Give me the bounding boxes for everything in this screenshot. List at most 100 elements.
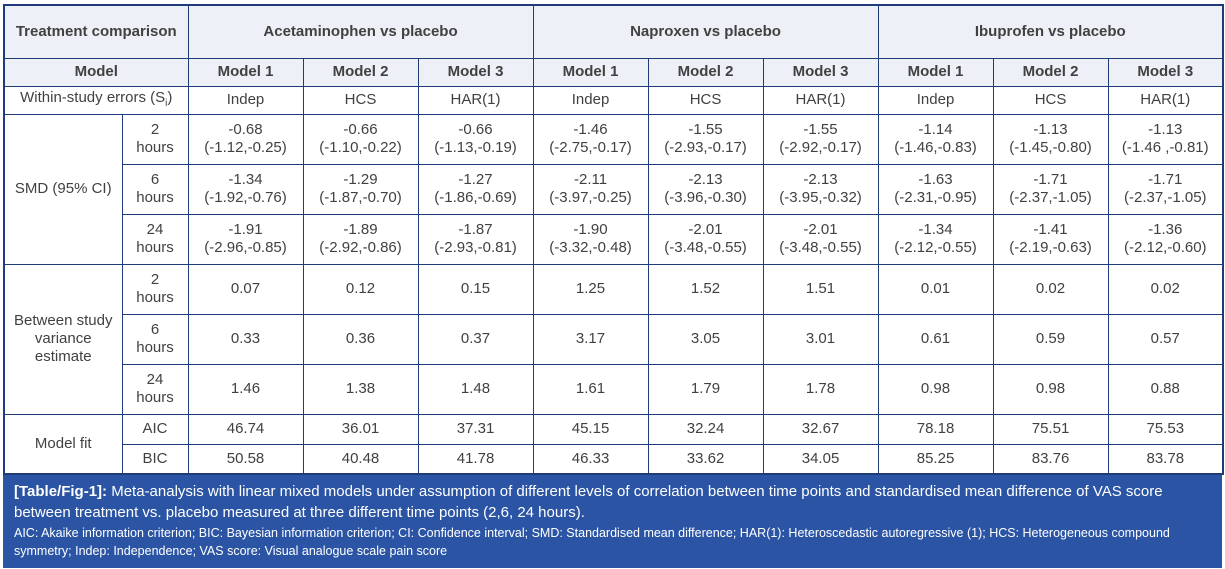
- caption-tag: [Table/Fig-1]:: [14, 483, 108, 500]
- group-header-acetaminophen: Acetaminophen vs placebo: [187, 4, 534, 59]
- model-header: Model 2: [647, 57, 764, 87]
- time-num: 2: [150, 270, 160, 288]
- smd-row-2h: SMD (95% CI) 2 hours -0.68 (-1.12,-0.25) -…: [3, 113, 1224, 265]
- fit-cell: 37.31: [417, 413, 534, 445]
- variance-cell: 0.98: [992, 363, 1109, 415]
- smd-cell: -1.89 (-2.92,-0.86): [302, 213, 419, 265]
- between-study-section-label: Between study variance estimate: [3, 263, 123, 415]
- caption-main: [Table/Fig-1]: Meta-analysis with linear…: [14, 482, 1211, 523]
- smd-cell: -1.91 (-2.96,-0.85): [187, 213, 304, 265]
- smd-estimate: -0.66: [343, 120, 378, 138]
- fit-cell: 32.24: [647, 413, 764, 445]
- model-header: Model 2: [992, 57, 1109, 87]
- error-structure-cell: Indep: [877, 85, 994, 115]
- variance-cell: 0.02: [1107, 263, 1224, 315]
- smd-ci: (-3.32,-0.48): [549, 239, 632, 256]
- smd-cell: -1.36 (-2.12,-0.60): [1107, 213, 1224, 265]
- variance-cell: 3.17: [532, 313, 649, 365]
- smd-cell: -0.66 (-1.13,-0.19): [417, 113, 534, 165]
- smd-cell: -2.11 (-3.97,-0.25): [532, 163, 649, 215]
- variance-row-6h: 6 hours 0.33 0.36 0.37 3.17 3.05 3.01 0.6…: [4, 313, 1224, 365]
- meta-analysis-table: Treatment comparison Acetaminophen vs pl…: [3, 4, 1225, 475]
- fit-cell: 46.33: [532, 443, 649, 475]
- model-header: Model 1: [187, 57, 304, 87]
- smd-ci: (-1.13,-0.19): [434, 139, 517, 156]
- time-label-cell: 2 hours: [121, 113, 189, 165]
- variance-cell: 1.48: [417, 363, 534, 415]
- smd-estimate: -0.68: [228, 120, 263, 138]
- time-num: 6: [150, 170, 160, 188]
- smd-cell: -2.01 (-3.48,-0.55): [762, 213, 879, 265]
- variance-row-2h: Between study variance estimate 2 hours 0…: [3, 263, 1224, 415]
- smd-ci: (-1.86,-0.69): [434, 189, 517, 206]
- time-unit: hours: [136, 239, 174, 256]
- variance-cell: 0.15: [417, 263, 534, 315]
- model-fit-row-bic: BIC 50.58 40.48 41.78 46.33 33.62 34.05 …: [4, 443, 1224, 475]
- smd-ci: (-2.93,-0.81): [434, 239, 517, 256]
- variance-cell: 0.59: [992, 313, 1109, 365]
- smd-estimate: -1.89: [343, 220, 378, 238]
- group-header-row: Treatment comparison Acetaminophen vs pl…: [3, 4, 1224, 59]
- smd-ci: (-1.12,-0.25): [204, 139, 287, 156]
- error-structure-cell: HCS: [647, 85, 764, 115]
- smd-cell: -1.14 (-1.46,-0.83): [877, 113, 994, 165]
- smd-estimate: -1.63: [918, 170, 953, 188]
- model-header: Model 1: [532, 57, 649, 87]
- variance-cell: 1.46: [187, 363, 304, 415]
- variance-cell: 1.38: [302, 363, 419, 415]
- smd-cell: -1.90 (-3.32,-0.48): [532, 213, 649, 265]
- smd-cell: -1.71 (-2.37,-1.05): [1107, 163, 1224, 215]
- variance-cell: 1.61: [532, 363, 649, 415]
- smd-section-label: SMD (95% CI): [3, 113, 123, 265]
- variance-cell: 0.61: [877, 313, 994, 365]
- smd-estimate: -1.13: [1148, 120, 1183, 138]
- caption-text: Meta-analysis with linear mixed models u…: [14, 483, 1163, 521]
- smd-cell: -1.29 (-1.87,-0.70): [302, 163, 419, 215]
- group-header-ibuprofen: Ibuprofen vs placebo: [877, 4, 1224, 59]
- smd-cell: -1.13 (-1.45,-0.80): [992, 113, 1109, 165]
- smd-cell: -1.55 (-2.92,-0.17): [762, 113, 879, 165]
- smd-estimate: -2.01: [803, 220, 838, 238]
- smd-ci: (-3.95,-0.32): [779, 189, 862, 206]
- variance-cell: 0.33: [187, 313, 304, 365]
- within-label-suffix: ): [167, 89, 173, 107]
- smd-cell: -1.13 (-1.46 ,-0.81): [1107, 113, 1224, 165]
- error-structure-cell: HCS: [992, 85, 1109, 115]
- variance-cell: 0.98: [877, 363, 994, 415]
- smd-estimate: -1.71: [1033, 170, 1068, 188]
- smd-cell: -1.41 (-2.19,-0.63): [992, 213, 1109, 265]
- smd-cell: -2.13 (-3.96,-0.30): [647, 163, 764, 215]
- smd-ci: (-2.92,-0.17): [779, 139, 862, 156]
- variance-cell: 1.52: [647, 263, 764, 315]
- smd-cell: -1.71 (-2.37,-1.05): [992, 163, 1109, 215]
- time-label-cell: 24 hours: [121, 213, 189, 265]
- error-structure-cell: HCS: [302, 85, 419, 115]
- smd-ci: (-3.48,-0.55): [779, 239, 862, 256]
- corner-header-treatment-comparison: Treatment comparison: [3, 4, 189, 59]
- variance-cell: 0.07: [187, 263, 304, 315]
- fit-cell: 36.01: [302, 413, 419, 445]
- time-unit: hours: [136, 289, 174, 306]
- smd-estimate: -1.55: [688, 120, 723, 138]
- smd-cell: -2.13 (-3.95,-0.32): [762, 163, 879, 215]
- model-header: Model 2: [302, 57, 419, 87]
- smd-estimate: -1.14: [918, 120, 953, 138]
- variance-cell: 1.25: [532, 263, 649, 315]
- variance-cell: 0.57: [1107, 313, 1224, 365]
- variance-cell: 0.36: [302, 313, 419, 365]
- smd-ci: (-2.19,-0.63): [1009, 239, 1092, 256]
- model-header-row: Model Model 1 Model 2 Model 3 Model 1 Mo…: [3, 57, 1224, 87]
- fit-cell: 40.48: [302, 443, 419, 475]
- model-fit-row-aic: Model fit AIC 46.74 36.01 37.31 45.15 32…: [3, 413, 1224, 475]
- fit-cell: 78.18: [877, 413, 994, 445]
- smd-ci: (-2.92,-0.86): [319, 239, 402, 256]
- error-structure-cell: HAR(1): [1107, 85, 1224, 115]
- smd-ci: (-1.45,-0.80): [1009, 139, 1092, 156]
- smd-estimate: -1.91: [228, 220, 263, 238]
- fit-cell: 46.74: [187, 413, 304, 445]
- smd-ci: (-2.96,-0.85): [204, 239, 287, 256]
- fit-cell: 75.51: [992, 413, 1109, 445]
- smd-ci: (-2.93,-0.17): [664, 139, 747, 156]
- smd-estimate: -1.29: [343, 170, 378, 188]
